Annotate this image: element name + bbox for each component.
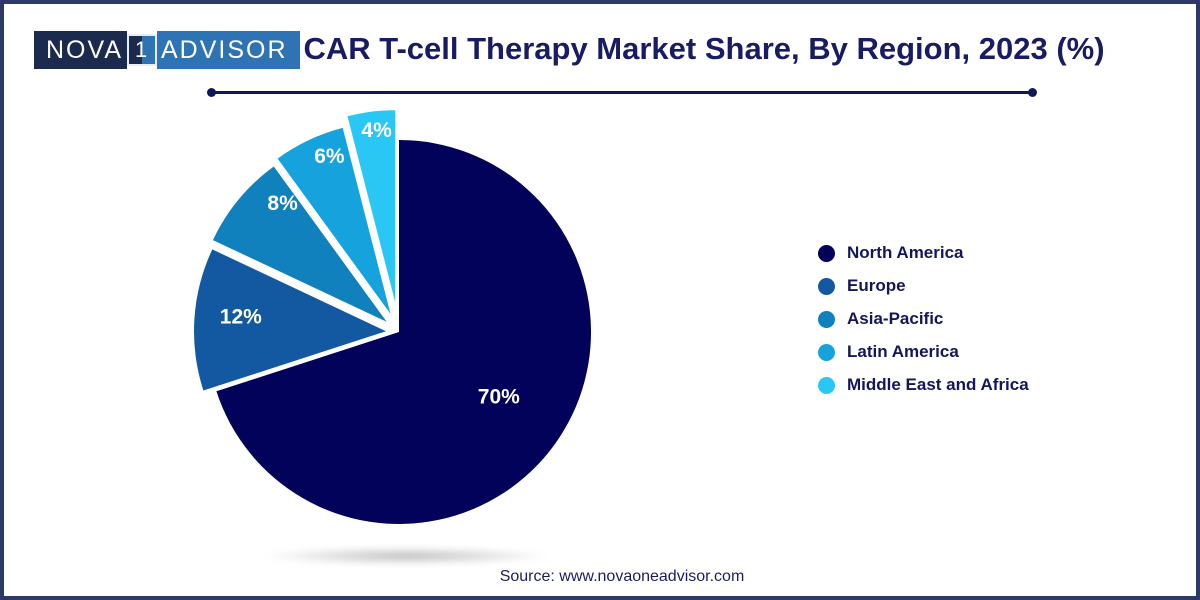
logo-one-box: 1 [127, 34, 157, 66]
legend-swatch [818, 277, 835, 295]
legend-item: Asia-Pacific [818, 309, 1029, 329]
legend-swatch [818, 244, 835, 262]
legend-swatch [818, 343, 835, 361]
pie-slice-middle-east-and-africa [347, 110, 396, 303]
pie-chart: 70% 12% 8% 6% 4% [194, 110, 592, 524]
legend-item: Europe [818, 276, 1029, 296]
legend-item: Middle East and Africa [818, 375, 1029, 395]
chart-legend: North America Europe Asia-Pacific Latin Ame… [818, 243, 1029, 395]
pie-value-label: 70% [478, 385, 520, 408]
legend-item: North America [818, 243, 1029, 263]
legend-label: Europe [847, 276, 906, 295]
logo-advisor-segment: ADVISOR [157, 31, 300, 69]
pie-slice-latin-america [277, 127, 391, 314]
legend-item: Latin America [818, 342, 1029, 362]
legend-swatch [818, 376, 835, 394]
underline-left-dot [207, 88, 216, 97]
legend-label: Latin America [847, 342, 959, 361]
title-underline [207, 88, 1037, 97]
legend-label: Middle East and Africa [847, 375, 1029, 394]
source-attribution: Source: www.novaoneadvisor.com [499, 568, 745, 585]
legend-label: North America [847, 243, 964, 262]
pie-value-label: 12% [220, 305, 262, 328]
pie-value-label: 4% [361, 119, 392, 142]
pie-value-label: 6% [314, 145, 345, 168]
pie-value-label: 8% [267, 192, 298, 215]
legend-label: Asia-Pacific [847, 309, 944, 328]
pie-slice-north-america [216, 140, 592, 524]
logo-nova-segment: NOVA [34, 31, 127, 69]
chart-title: CAR T-cell Therapy Market Share, By Regi… [303, 31, 1105, 66]
pie-slice-europe [194, 249, 386, 391]
legend-swatch [818, 310, 835, 328]
pie-shadow [222, 544, 590, 568]
pie-slice-asia-pacific [212, 166, 387, 322]
brand-logo: NOVA 1 ADVISOR [34, 31, 300, 69]
underline-right-dot [1028, 88, 1037, 97]
